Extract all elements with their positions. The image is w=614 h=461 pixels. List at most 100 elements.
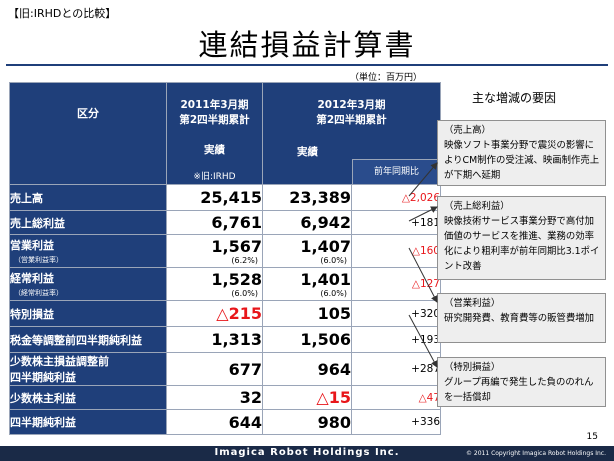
value-cell: 1,313: [166, 326, 263, 353]
table-row: 四半期純利益 644 980 +336: [9, 409, 441, 435]
ratio-value: (6.2%): [231, 256, 258, 265]
yoy-cell: +320: [351, 300, 441, 327]
yoy-cell: △2,026: [351, 184, 441, 211]
prev-period-label: 2011年3月期: [180, 99, 249, 111]
header-current-period: 2012年3月期 第2四半期累計 実績 前年同期比: [262, 82, 441, 185]
note-operating-profit: （営業利益） 研究開発費、教育費等の販管費増加: [437, 293, 606, 343]
row-label: 四半期純利益: [10, 416, 76, 429]
ratio-value: (6.0%): [231, 289, 258, 298]
value-cell: △215: [166, 300, 263, 327]
value: 1,313: [211, 330, 262, 349]
income-statement-table: 区分 2011年3月期 第2四半期累計 実績 ※旧:IRHD 2012年3月期 …: [9, 82, 441, 435]
comparison-tag: 【旧:IRHDとの比較】: [8, 7, 117, 20]
row-label-cell: 特別損益: [9, 300, 167, 327]
value: 1,567: [211, 237, 262, 256]
value: 6,761: [211, 213, 262, 232]
value: 6,942: [300, 213, 351, 232]
value-cell: 1,407 (6.0%): [262, 234, 352, 268]
note-ext-heading: （特別損益）: [444, 362, 501, 373]
table-row: 少数株主損益調整前 四半期純利益 677 964 +287: [9, 352, 441, 386]
row-label: 営業利益: [10, 239, 54, 252]
current-period-sub: 第2四半期累計: [316, 114, 387, 126]
row-ratio-label: （営業利益率）: [14, 256, 63, 264]
value-cell: 25,415: [166, 184, 263, 211]
row-label: 売上総利益: [10, 216, 65, 230]
yoy-cell: △47: [351, 385, 441, 410]
note-extraordinary: （特別損益） グループ再編で発生した負ののれんを一括償却: [437, 357, 606, 407]
note-sales-heading: （売上高）: [444, 125, 491, 136]
row-label: 少数株主利益: [10, 391, 76, 405]
note-op-heading: （営業利益）: [444, 298, 501, 309]
value-cell: 980: [262, 409, 352, 435]
arrow-gross: [408, 206, 438, 222]
value-cell: 1,401 (6.0%): [262, 267, 352, 301]
page-title: 連結損益計算書: [198, 28, 416, 62]
yoy-header: 前年同期比: [352, 159, 440, 184]
row-label: 売上高: [10, 191, 43, 205]
yoy-cell: +336: [351, 409, 441, 435]
row-label-line2: 四半期純利益: [10, 371, 76, 384]
value: △15: [316, 388, 351, 407]
table-row: 売上高 25,415 23,389 △2,026: [9, 184, 441, 211]
table-row: 営業利益 （営業利益率） 1,567 (6.2%) 1,407 (6.0%) △160: [9, 234, 441, 268]
header-prev-period: 2011年3月期 第2四半期累計 実績 ※旧:IRHD: [166, 82, 263, 185]
note-sales-text: 映像ソフト事業分野で震災の影響によりCM制作の受注減、映画制作売上が下期へ延期: [444, 140, 600, 181]
value: 32: [239, 388, 262, 407]
row-label: 税金等調整前四半期純利益: [10, 333, 142, 347]
row-label: 少数株主損益調整前: [10, 355, 109, 368]
footer-bar: [0, 446, 614, 461]
note-gross-text: 映像技術サービス事業分野で高付加価値のサービスを推進、業務の効率化により粗利率が…: [444, 216, 600, 272]
copyright: © 2011 Copyright Imagica Robot Holdings …: [465, 450, 606, 457]
value: 25,415: [200, 188, 262, 207]
row-label-cell: 売上高: [9, 184, 167, 211]
value: 980: [317, 412, 351, 432]
arrow-ext: [408, 314, 438, 368]
value-cell: 964: [262, 352, 352, 386]
current-period-label: 2012年3月期: [317, 99, 386, 111]
table-row: 税金等調整前四半期純利益 1,313 1,506 +193: [9, 326, 441, 353]
note-sales: （売上高） 映像ソフト事業分野で震災の影響によりCM制作の受注減、映画制作売上が…: [437, 120, 606, 186]
value-cell: 1,506: [262, 326, 352, 353]
yoy-cell: +193: [351, 326, 441, 353]
row-label-cell: 営業利益 （営業利益率）: [9, 234, 167, 268]
value: 1,506: [300, 330, 351, 349]
value: 1,407: [300, 237, 351, 256]
value: △215: [216, 304, 262, 323]
table-row: 特別損益 △215 105 +320: [9, 300, 441, 327]
prev-period-note: ※旧:IRHD: [193, 172, 236, 182]
note-gross-profit: （売上総利益） 映像技術サービス事業分野で高付加価値のサービスを推進、業務の効率…: [437, 196, 606, 280]
row-label-cell: 四半期純利益: [9, 409, 167, 435]
ratio-value: (6.0%): [320, 289, 347, 298]
note-ext-text: グループ再編で発生した負ののれんを一括償却: [444, 377, 594, 403]
value: 105: [317, 304, 351, 323]
value-cell: 1,528 (6.0%): [166, 267, 263, 301]
value-cell: 1,567 (6.2%): [166, 234, 263, 268]
note-op-text: 研究開発費、教育費等の販管費増加: [444, 313, 595, 324]
footer-logo: Imagica Robot Holdings Inc.: [214, 447, 400, 458]
table-row: 経常利益 （経常利益率） 1,528 (6.0%) 1,401 (6.0%) △127: [9, 267, 441, 301]
ratio-value: (6.0%): [320, 256, 347, 265]
row-label-cell: 税金等調整前四半期純利益: [9, 326, 167, 353]
value: 677: [228, 359, 262, 379]
value-cell: 644: [166, 409, 263, 435]
row-label-cell: 売上総利益: [9, 210, 167, 235]
value: 964: [317, 359, 351, 379]
value: 1,401: [300, 270, 351, 289]
value: 23,389: [289, 188, 351, 207]
arrow-sales: [408, 162, 438, 197]
page-number: 15: [586, 432, 598, 442]
current-period-kind: 実績: [297, 146, 318, 158]
unit-label: （単位：百万円）: [350, 73, 423, 83]
reasons-title: 主な増減の要因: [472, 91, 557, 105]
value: 644: [228, 412, 262, 432]
value-cell: 23,389: [262, 184, 352, 211]
table-row: 売上総利益 6,761 6,942 +181: [9, 210, 441, 235]
title-underline: [6, 64, 608, 66]
yoy-cell: +287: [351, 352, 441, 386]
row-label-cell: 少数株主損益調整前 四半期純利益: [9, 352, 167, 386]
value: 1,528: [211, 270, 262, 289]
row-label-cell: 経常利益 （経常利益率）: [9, 267, 167, 301]
header-item: 区分: [9, 82, 167, 185]
prev-period-sub: 第2四半期累計: [179, 114, 250, 126]
